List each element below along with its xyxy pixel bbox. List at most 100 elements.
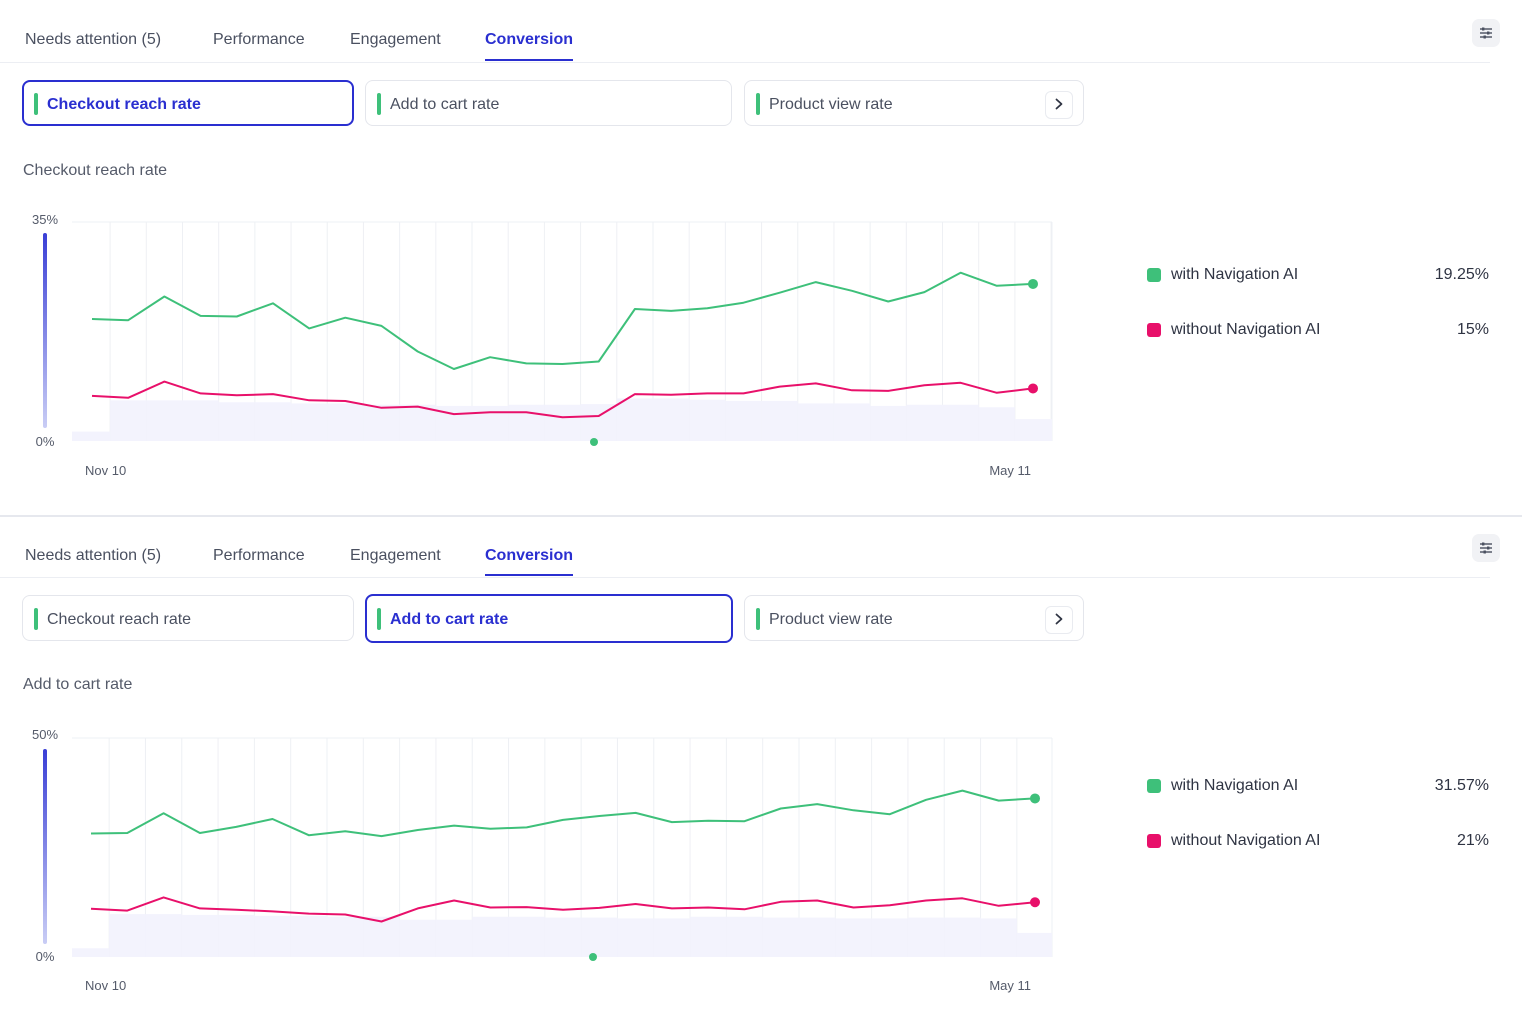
volume-bar: [399, 919, 436, 957]
y-tick-label: 0%: [36, 949, 55, 964]
legend-value: 19.25%: [1434, 266, 1489, 283]
volume-bar: [581, 917, 618, 957]
legend-label: without Navigation AI: [1171, 321, 1321, 338]
chevron-right-icon: [1055, 613, 1063, 625]
metric-card-label: Checkout reach rate: [47, 611, 192, 628]
volume-bar: [761, 400, 798, 441]
metric-card-product-view[interactable]: Product view rate: [744, 595, 1084, 641]
tab-conversion[interactable]: Conversion: [485, 547, 574, 564]
tab-needs-attention[interactable]: Needs attention (5): [25, 547, 162, 564]
event-marker-dot: [589, 953, 597, 961]
series-line: [91, 271, 1034, 370]
tab-performance[interactable]: Performance: [213, 31, 305, 48]
volume-bar: [797, 403, 834, 441]
volume-bar: [508, 916, 545, 957]
metric-card-checkout-reach[interactable]: Checkout reach rate: [22, 80, 354, 126]
metric-color-bar: [34, 93, 38, 115]
volume-bar: [254, 915, 291, 957]
volume-bar: [944, 917, 981, 957]
volume-bar: [146, 400, 183, 441]
chevron-right-icon: [1055, 98, 1063, 110]
series-line: [91, 380, 1034, 419]
metric-card-checkout-reach[interactable]: Checkout reach rate: [22, 595, 354, 641]
volume-bar: [472, 916, 509, 957]
volume-bar: [980, 918, 1017, 957]
metric-color-bar: [756, 93, 760, 115]
volume-bar: [690, 916, 727, 957]
next-cards-button[interactable]: [1045, 91, 1073, 119]
legend-item-with-ai: with Navigation AI 31.57%: [1147, 776, 1489, 796]
metric-card-add-to-cart[interactable]: Add to cart rate: [365, 80, 732, 126]
tab-bar: Needs attention (5) Performance Engageme…: [0, 517, 1490, 578]
legend-label: with Navigation AI: [1171, 266, 1299, 283]
volume-bar: [218, 914, 255, 957]
volume-bar: [1014, 419, 1052, 441]
legend-item-without-ai: without Navigation AI 21%: [1147, 831, 1489, 851]
series-end-point: [1028, 278, 1038, 289]
series-line: [90, 896, 1036, 923]
legend-value: 31.57%: [1434, 777, 1489, 794]
volume-bar: [72, 431, 111, 441]
series-end-point: [1028, 383, 1038, 394]
tab-conversion[interactable]: Conversion: [485, 31, 574, 48]
tab-needs-attention[interactable]: Needs attention (5): [25, 31, 162, 48]
volume-bar: [725, 400, 762, 441]
line-chart: 50% 0% Nov 10 May 11: [32, 727, 1053, 993]
volume-bar: [799, 917, 836, 957]
next-cards-button[interactable]: [1045, 606, 1073, 634]
volume-bar: [906, 404, 943, 441]
metric-color-bar: [377, 608, 381, 630]
legend-label: with Navigation AI: [1171, 777, 1299, 794]
volume-bar: [109, 914, 146, 957]
volume-bar: [182, 400, 219, 441]
metric-card-add-to-cart[interactable]: Add to cart rate: [365, 594, 733, 643]
volume-bar: [544, 917, 582, 957]
volume-bar: [327, 916, 364, 957]
metric-card-label: Checkout reach rate: [47, 96, 201, 113]
settings-button[interactable]: [1472, 19, 1500, 47]
volume-bar: [435, 919, 473, 957]
legend-value: 15%: [1456, 321, 1489, 338]
volume-bar: [835, 918, 872, 957]
metric-card-label: Add to cart rate: [390, 96, 500, 113]
legend-item-without-ai: without Navigation AI 15%: [1147, 320, 1489, 340]
tab-bar: Needs attention (5) Performance Engageme…: [0, 0, 1490, 63]
volume-bar: [762, 917, 799, 957]
volume-bar: [726, 916, 763, 957]
panel-checkout: Needs attention (5) Performance Engageme…: [0, 0, 1522, 515]
y-axis-range-bar: [43, 233, 47, 428]
metric-card-label: Add to cart rate: [390, 611, 509, 628]
settings-button[interactable]: [1472, 534, 1500, 562]
y-tick-label: 50%: [32, 727, 58, 742]
volume-bar: [544, 404, 581, 441]
sliders-icon: [1480, 27, 1492, 39]
volume-bar: [110, 400, 147, 441]
volume-bar: [1016, 932, 1052, 957]
volume-bar: [580, 404, 617, 441]
volume-bar: [617, 918, 654, 957]
metric-card-label: Product view rate: [769, 611, 893, 628]
tab-active-indicator: [485, 574, 573, 576]
volume-bar: [254, 402, 292, 441]
volume-bar: [871, 918, 908, 957]
volume-bar: [327, 403, 364, 441]
legend-swatch: [1147, 834, 1161, 848]
volume-bar: [363, 404, 400, 441]
volume-bar: [652, 398, 690, 441]
legend-label: without Navigation AI: [1171, 832, 1321, 849]
metric-card-product-view[interactable]: Product view rate: [744, 80, 1084, 126]
volume-bar: [942, 404, 979, 441]
volume-bar: [290, 915, 327, 957]
volume-bar: [145, 914, 182, 957]
event-marker-dot: [590, 438, 598, 446]
metric-color-bar: [756, 608, 760, 630]
x-tick-label: May 11: [989, 978, 1031, 993]
chart-title: Add to cart rate: [23, 676, 133, 693]
volume-bar: [218, 402, 255, 441]
tab-performance[interactable]: Performance: [213, 547, 305, 564]
legend-swatch: [1147, 323, 1161, 337]
tab-engagement[interactable]: Engagement: [350, 31, 441, 48]
metric-color-bar: [34, 608, 38, 630]
tab-engagement[interactable]: Engagement: [350, 547, 441, 564]
line-chart: 35% 0% Nov 10 May 11: [32, 212, 1053, 478]
